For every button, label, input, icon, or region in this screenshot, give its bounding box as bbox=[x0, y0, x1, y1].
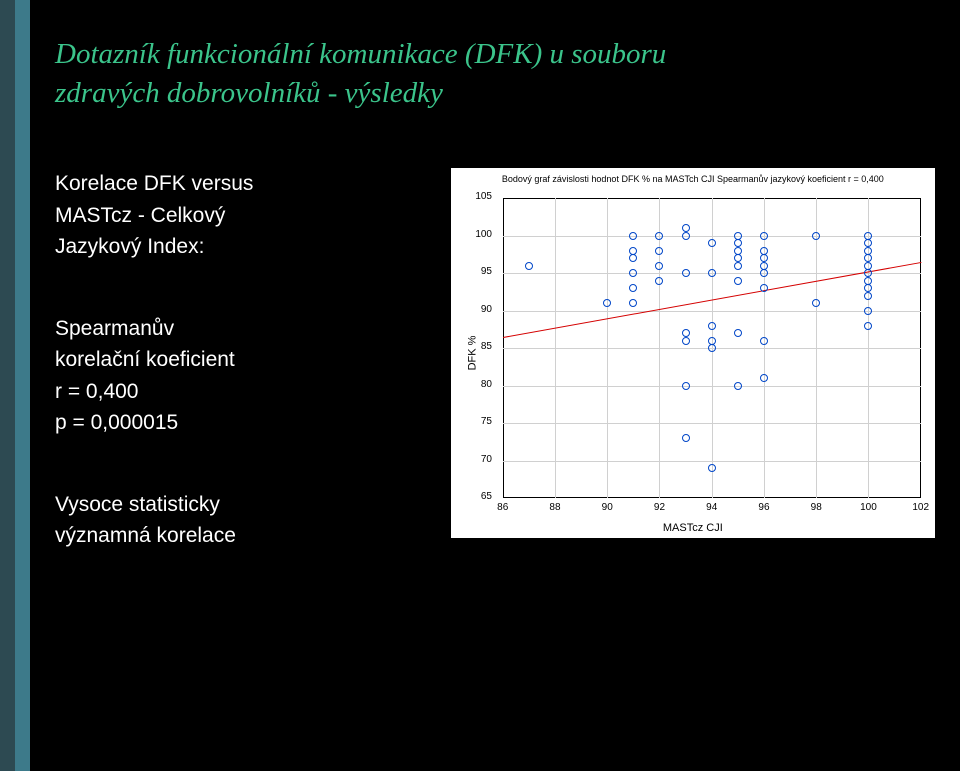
xtick-label: 86 bbox=[493, 502, 513, 513]
chart-xlabel: MASTcz CJI bbox=[451, 522, 935, 534]
stat-l2: korelační koeficient bbox=[55, 344, 421, 376]
ytick-label: 80 bbox=[481, 379, 492, 390]
data-point bbox=[629, 254, 637, 262]
stat-block: Spearmanův korelační koeficient r = 0,40… bbox=[55, 313, 421, 439]
data-point bbox=[734, 262, 742, 270]
data-point bbox=[682, 232, 690, 240]
data-point bbox=[655, 232, 663, 240]
data-point bbox=[708, 239, 716, 247]
slide-content: Dotazník funkcionální komunikace (DFK) u… bbox=[55, 35, 935, 602]
data-point bbox=[682, 382, 690, 390]
ytick-label: 85 bbox=[481, 341, 492, 352]
data-point bbox=[708, 322, 716, 330]
text-column: Korelace DFK versus MASTcz - Celkový Jaz… bbox=[55, 168, 421, 602]
concl-l1: Vysoce statisticky bbox=[55, 489, 421, 521]
conclusion-block: Vysoce statisticky významná korelace bbox=[55, 489, 421, 552]
data-point bbox=[682, 434, 690, 442]
data-point bbox=[682, 337, 690, 345]
stat-l3: r = 0,400 bbox=[55, 376, 421, 408]
xtick-label: 94 bbox=[702, 502, 722, 513]
data-point bbox=[708, 269, 716, 277]
data-point bbox=[734, 277, 742, 285]
correlation-heading: Korelace DFK versus MASTcz - Celkový Jaz… bbox=[55, 168, 421, 263]
title-line-2: zdravých dobrovolníků - výsledky bbox=[55, 77, 443, 109]
data-point bbox=[629, 284, 637, 292]
scatter-chart: Bodový graf závislosti hodnot DFK % na M… bbox=[451, 168, 935, 538]
chart-ylabel: DFK % bbox=[466, 336, 478, 371]
concl-l2: významná korelace bbox=[55, 520, 421, 552]
ytick-label: 100 bbox=[475, 229, 492, 240]
grid-h bbox=[503, 386, 921, 387]
data-point bbox=[629, 269, 637, 277]
data-point bbox=[603, 299, 611, 307]
data-point bbox=[682, 269, 690, 277]
heading-l3: Jazykový Index: bbox=[55, 231, 421, 263]
data-point bbox=[760, 374, 768, 382]
data-point bbox=[812, 299, 820, 307]
chart-title: Bodový graf závislosti hodnot DFK % na M… bbox=[451, 174, 935, 184]
data-point bbox=[760, 269, 768, 277]
data-point bbox=[655, 262, 663, 270]
xtick-label: 96 bbox=[754, 502, 774, 513]
heading-l2: MASTcz - Celkový bbox=[55, 200, 421, 232]
data-point bbox=[864, 292, 872, 300]
grid-h bbox=[503, 236, 921, 237]
slide-title: Dotazník funkcionální komunikace (DFK) u… bbox=[55, 35, 935, 113]
data-point bbox=[629, 232, 637, 240]
xtick-label: 90 bbox=[597, 502, 617, 513]
grid-h bbox=[503, 423, 921, 424]
data-point bbox=[734, 329, 742, 337]
data-point bbox=[864, 307, 872, 315]
xtick-label: 98 bbox=[806, 502, 826, 513]
ytick-label: 70 bbox=[481, 454, 492, 465]
data-point bbox=[812, 232, 820, 240]
data-point bbox=[655, 277, 663, 285]
grid-h bbox=[503, 311, 921, 312]
data-point bbox=[708, 464, 716, 472]
stat-l4: p = 0,000015 bbox=[55, 407, 421, 439]
ytick-label: 65 bbox=[481, 491, 492, 502]
data-point bbox=[864, 322, 872, 330]
body-row: Korelace DFK versus MASTcz - Celkový Jaz… bbox=[55, 168, 935, 602]
data-point bbox=[734, 382, 742, 390]
heading-l1: Korelace DFK versus bbox=[55, 168, 421, 200]
ytick-label: 105 bbox=[475, 191, 492, 202]
xtick-label: 88 bbox=[545, 502, 565, 513]
ytick-label: 95 bbox=[481, 266, 492, 277]
title-line-1: Dotazník funkcionální komunikace (DFK) u… bbox=[55, 38, 666, 70]
ytick-label: 75 bbox=[481, 416, 492, 427]
xtick-label: 102 bbox=[911, 502, 931, 513]
ytick-label: 90 bbox=[481, 304, 492, 315]
data-point bbox=[525, 262, 533, 270]
data-point bbox=[629, 299, 637, 307]
stat-l1: Spearmanův bbox=[55, 313, 421, 345]
data-point bbox=[760, 232, 768, 240]
data-point bbox=[760, 337, 768, 345]
data-point bbox=[655, 247, 663, 255]
sidebar-accent bbox=[0, 0, 30, 771]
data-point bbox=[708, 344, 716, 352]
xtick-label: 92 bbox=[649, 502, 669, 513]
data-point bbox=[760, 284, 768, 292]
xtick-label: 100 bbox=[858, 502, 878, 513]
grid-h bbox=[503, 461, 921, 462]
